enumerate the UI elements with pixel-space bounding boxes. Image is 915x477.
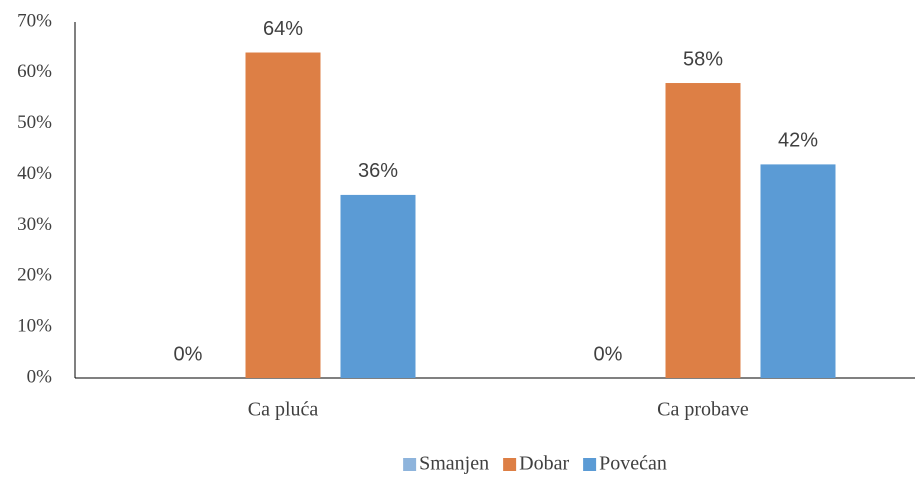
y-tick-label: 0% <box>27 366 53 387</box>
data-label: 36% <box>358 160 398 182</box>
y-tick-label: 10% <box>17 316 52 337</box>
x-tick-label: Ca pluća <box>248 399 319 421</box>
data-label: 0% <box>174 343 203 365</box>
y-tick-label: 50% <box>17 112 52 133</box>
x-tick-label: Ca probave <box>657 399 749 421</box>
data-label: 42% <box>778 130 818 152</box>
data-label: 58% <box>683 48 723 70</box>
legend-label: Dobar <box>519 453 569 475</box>
bar <box>245 52 321 379</box>
y-tick-label: 70% <box>17 10 52 31</box>
bar <box>760 164 836 378</box>
legend-label: Povećan <box>599 453 667 475</box>
y-tick-label: 20% <box>17 265 52 286</box>
legend-swatch <box>503 458 517 471</box>
y-tick-label: 30% <box>17 214 52 235</box>
legend-swatch <box>583 458 597 471</box>
data-label: 0% <box>594 343 623 365</box>
data-label: 64% <box>263 18 303 40</box>
bar <box>665 83 741 379</box>
y-tick-label: 40% <box>17 163 52 184</box>
bar <box>340 194 416 378</box>
legend-swatch <box>403 458 417 471</box>
y-tick-label: 60% <box>17 61 52 82</box>
legend-label: Smanjen <box>419 453 489 475</box>
